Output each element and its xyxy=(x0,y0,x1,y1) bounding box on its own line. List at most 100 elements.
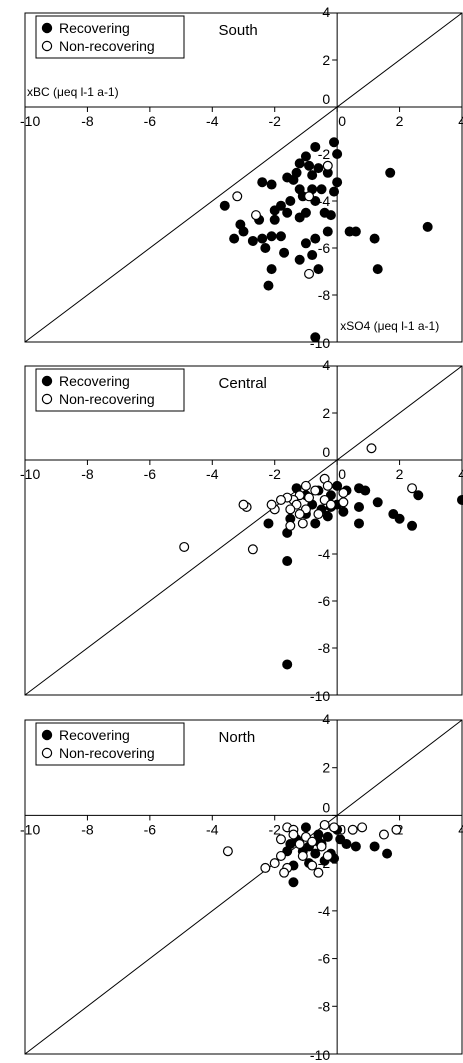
chart-panel-central: -10-8-6-4-2024420-2-4-6-8-10RecoveringNo… xyxy=(20,357,463,704)
data-point-recovering xyxy=(332,177,343,188)
x-tick-label: -6 xyxy=(144,466,157,482)
data-point-non-recovering xyxy=(313,867,324,878)
data-point-recovering xyxy=(266,179,277,190)
data-point-non-recovering xyxy=(322,160,333,171)
data-point-recovering xyxy=(325,210,336,221)
data-point-non-recovering xyxy=(279,867,290,878)
data-point-recovering xyxy=(269,214,280,225)
data-point-recovering xyxy=(294,254,305,265)
data-point-recovering xyxy=(322,511,333,522)
data-point-non-recovering xyxy=(325,499,336,510)
data-point-recovering xyxy=(372,497,383,508)
data-point-recovering xyxy=(332,480,343,491)
data-point-recovering xyxy=(288,877,299,888)
data-point-non-recovering xyxy=(304,492,315,503)
y-axis-label: xBC (μeq l-1 a-1) xyxy=(27,85,119,99)
data-point-recovering xyxy=(275,231,286,242)
data-point-non-recovering xyxy=(307,836,318,847)
data-point-non-recovering xyxy=(275,850,286,861)
data-point-recovering xyxy=(307,250,318,261)
legend-marker-non-recovering xyxy=(41,393,53,405)
data-point-recovering xyxy=(322,831,333,842)
data-point-recovering xyxy=(304,160,315,171)
x-tick-label: -2 xyxy=(268,821,281,837)
data-point-recovering xyxy=(294,212,305,223)
data-point-recovering xyxy=(310,848,321,859)
data-point-non-recovering xyxy=(316,841,327,852)
data-point-non-recovering xyxy=(307,860,318,871)
data-point-non-recovering xyxy=(297,850,308,861)
data-point-non-recovering xyxy=(275,834,286,845)
data-point-recovering xyxy=(257,233,268,244)
x-tick-label: -8 xyxy=(81,113,94,129)
data-point-non-recovering xyxy=(297,518,308,529)
x-tick-label: -4 xyxy=(206,113,219,129)
data-point-non-recovering xyxy=(288,829,299,840)
data-point-recovering xyxy=(300,822,311,833)
data-point-recovering xyxy=(369,841,380,852)
chart-panel-north: -10-8-6-4-2024420-2-4-6-8-10RecoveringNo… xyxy=(20,711,463,1063)
x-axis-label: xSO4 (μeq l-1 a-1) xyxy=(340,319,439,333)
legend-box xyxy=(35,722,185,766)
data-point-non-recovering xyxy=(391,824,402,835)
data-point-recovering xyxy=(353,518,364,529)
chart-panel-south: -10 -8 -6 -4 -2 0 2 4420-2-4-6-8-10RecoveringNo… xyxy=(20,4,463,351)
data-point-non-recovering xyxy=(232,191,243,202)
y-tick-label: -8 xyxy=(318,640,331,656)
data-point-recovering xyxy=(300,151,311,162)
y-tick-label: 4 xyxy=(322,357,330,373)
data-point-recovering xyxy=(263,280,274,291)
one-to-one-line xyxy=(24,365,463,696)
data-point-recovering xyxy=(407,520,418,531)
x-tick-label: -2 xyxy=(268,113,281,129)
plot-frame xyxy=(24,719,463,1055)
data-point-non-recovering xyxy=(310,485,321,496)
data-point-recovering xyxy=(360,485,371,496)
data-point-recovering xyxy=(353,502,364,513)
data-point-recovering xyxy=(338,506,349,517)
y-tick-label: -4 xyxy=(318,193,331,209)
y-tick-label: -8 xyxy=(318,998,331,1014)
data-point-non-recovering xyxy=(222,846,233,857)
data-point-non-recovering xyxy=(275,494,286,505)
data-point-recovering xyxy=(285,196,296,207)
x-tick-label: 4 xyxy=(458,821,463,837)
data-point-recovering xyxy=(457,494,463,505)
data-point-recovering xyxy=(310,141,321,152)
data-point-non-recovering xyxy=(238,499,249,510)
data-point-recovering xyxy=(282,659,293,670)
data-point-non-recovering xyxy=(304,268,315,279)
y-tick-label: 0 xyxy=(322,444,330,460)
data-point-recovering xyxy=(369,233,380,244)
data-point-recovering xyxy=(310,518,321,529)
data-point-non-recovering xyxy=(338,497,349,508)
y-tick-label: -4 xyxy=(318,546,331,562)
data-point-non-recovering xyxy=(285,504,296,515)
data-point-non-recovering xyxy=(378,829,389,840)
legend-marker-recovering xyxy=(41,729,53,741)
x-tick-label: 2 xyxy=(396,466,404,482)
y-tick-label: -10 xyxy=(310,1047,330,1063)
data-point-non-recovering xyxy=(250,210,261,221)
legend-marker-non-recovering xyxy=(41,40,53,52)
data-point-recovering xyxy=(269,205,280,216)
x-tick-label: -4 xyxy=(206,821,219,837)
y-tick-label: 0 xyxy=(322,799,330,815)
legend-label: Recovering xyxy=(59,727,130,743)
x-tick-label: -2 xyxy=(268,466,281,482)
data-point-recovering xyxy=(332,149,343,160)
y-tick-label: 0 xyxy=(322,91,330,107)
data-point-recovering xyxy=(350,226,361,237)
legend-marker-non-recovering xyxy=(41,747,53,759)
data-point-non-recovering xyxy=(322,480,333,491)
data-point-non-recovering xyxy=(179,541,190,552)
y-tick-label: -6 xyxy=(318,951,331,967)
data-point-recovering xyxy=(247,235,258,246)
x-tick-label: 4 xyxy=(458,113,463,129)
legend-marker-recovering xyxy=(41,375,53,387)
y-tick-label: 2 xyxy=(322,405,330,421)
data-point-recovering xyxy=(316,184,327,195)
data-point-non-recovering xyxy=(366,443,377,454)
legend-label: Non-recovering xyxy=(59,745,155,761)
